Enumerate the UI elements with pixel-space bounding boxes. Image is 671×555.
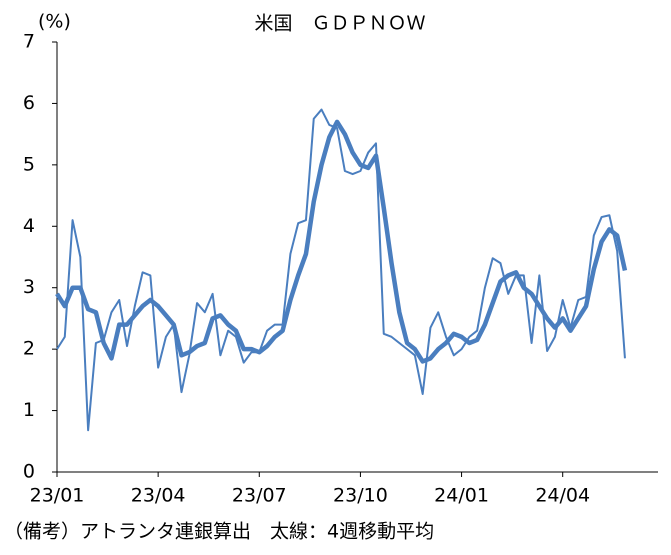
x-tick-label: 23/01 — [30, 485, 85, 507]
y-tick-label: 7 — [23, 31, 35, 53]
y-tick-label: 0 — [23, 461, 35, 483]
x-tick-label: 23/07 — [232, 485, 287, 507]
series-line — [56, 108, 626, 432]
x-tick-label: 23/10 — [333, 485, 388, 507]
y-tick-label: 1 — [23, 399, 35, 421]
y-tick-label: 3 — [23, 276, 35, 298]
note: （備考）アトランタ連銀算出 太線：4週移動平均 — [4, 521, 434, 543]
series-line — [55, 119, 628, 364]
x-tick-label: 24/01 — [434, 485, 489, 507]
y-tick-label: 4 — [23, 215, 35, 237]
y-tick-label: 2 — [23, 338, 35, 360]
y-tick-label: 6 — [23, 92, 35, 114]
chart-title: 米国 ＧＤＰＮＯＷ — [254, 13, 425, 35]
y-tick-label: 5 — [23, 153, 35, 175]
y-unit: (%) — [38, 11, 71, 33]
x-tick-label: 24/04 — [535, 485, 590, 507]
x-tick-label: 23/04 — [131, 485, 186, 507]
